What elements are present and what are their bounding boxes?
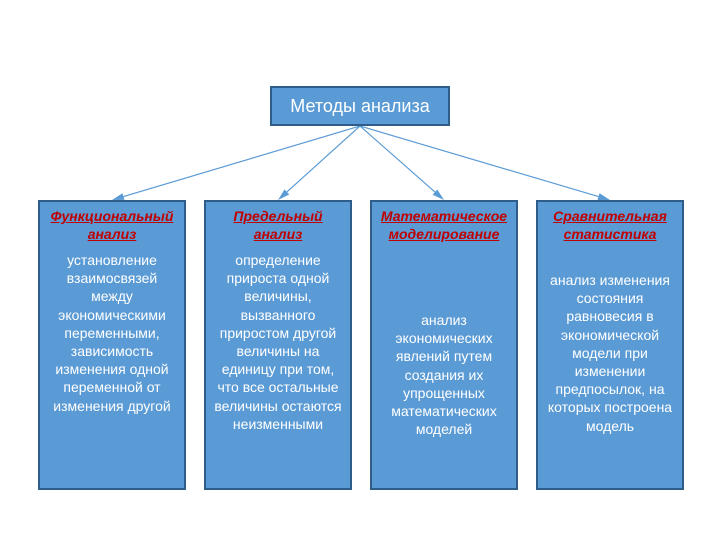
child-body: анализ экономических явлений путем созда…	[376, 311, 512, 438]
child-node: Функциональный анализ установление взаимо…	[38, 200, 186, 490]
root-node: Методы анализа	[270, 86, 450, 126]
child-title: Предельный анализ	[210, 208, 346, 243]
child-title: Функциональный анализ	[44, 208, 180, 243]
root-label: Методы анализа	[290, 96, 430, 117]
child-body: определение прироста одной величины, выз…	[210, 251, 346, 433]
child-body: анализ изменения состояния равновесия в …	[542, 271, 678, 435]
diagram-canvas: Методы анализа Функциональный анализ уста…	[0, 0, 720, 540]
child-title: Математическое моделирование	[376, 208, 512, 243]
child-node: Математическое моделирование анализ эконо…	[370, 200, 518, 490]
child-node: Предельный анализ определение прироста од…	[204, 200, 352, 490]
child-body: установление взаимосвязей между экономич…	[44, 251, 180, 415]
child-title: Сравнительная статистика	[542, 208, 678, 243]
child-node: Сравнительная статистика анализ изменения…	[536, 200, 684, 490]
